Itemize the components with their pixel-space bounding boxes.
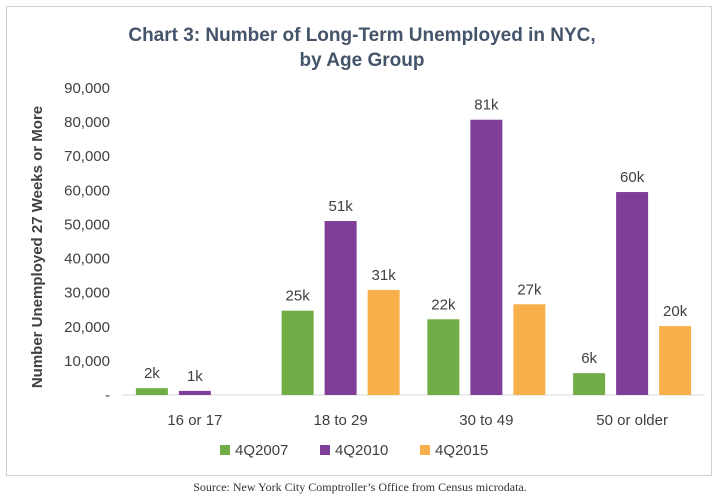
y-tick-label: 30,000	[64, 285, 110, 302]
data-labels: 2k 1k 25k 51k 31k 22k 81k 27k 6k 60k 20k	[144, 97, 688, 385]
bar-4Q2010-0	[178, 390, 211, 395]
y-tick-label: 70,000	[64, 148, 110, 165]
y-tick-label: -	[105, 387, 110, 404]
y-tick-label: 20,000	[64, 319, 110, 336]
bars	[135, 119, 692, 396]
y-tick-label: 10,000	[64, 353, 110, 370]
legend-swatch	[220, 445, 230, 455]
data-label: 31k	[372, 267, 397, 284]
data-label: 1k	[187, 368, 203, 385]
y-tick-label: 50,000	[64, 216, 110, 233]
legend-label: 4Q2015	[435, 442, 488, 459]
data-label: 22k	[431, 296, 456, 313]
data-label: 27k	[517, 281, 542, 298]
bar-chart: Chart 3: Number of Long-Term Unemployed …	[29, 25, 705, 459]
y-tick-label: 60,000	[64, 182, 110, 199]
category-label: 18 to 29	[314, 412, 368, 429]
data-label: 6k	[581, 350, 597, 367]
data-label: 51k	[329, 198, 354, 215]
bar-4Q2015-2	[513, 304, 546, 395]
category-labels: 16 or 17 18 to 29 30 to 49 50 or older	[167, 412, 668, 429]
category-label: 50 or older	[596, 412, 668, 429]
chart-title-line-2: by Age Group	[300, 50, 425, 71]
category-label: 16 or 17	[167, 412, 222, 429]
category-label: 30 to 49	[459, 412, 513, 429]
data-label: 81k	[474, 97, 499, 114]
legend-label: 4Q2010	[335, 442, 388, 459]
bar-4Q2015-1	[367, 289, 400, 395]
bar-4Q2007-1	[281, 310, 314, 395]
y-tick-label: 80,000	[64, 114, 110, 131]
bar-4Q2010-2	[470, 119, 503, 396]
bar-4Q2015-3	[659, 326, 692, 395]
bar-4Q2010-1	[324, 221, 357, 395]
bar-4Q2007-3	[573, 373, 606, 395]
legend-swatch	[420, 445, 430, 455]
data-label: 60k	[620, 169, 645, 186]
legend-swatch	[320, 445, 330, 455]
y-axis-ticks: - 10,000 20,000 30,000 40,000 50,000 60,000 70,…	[64, 80, 110, 404]
legend: 4Q2007 4Q2010 4Q2015	[220, 442, 488, 459]
legend-label: 4Q2007	[235, 442, 288, 459]
data-label: 20k	[663, 303, 688, 320]
chart-frame	[6, 6, 712, 476]
data-label: 2k	[144, 365, 160, 382]
y-tick-label: 40,000	[64, 251, 110, 268]
data-label: 25k	[286, 288, 311, 305]
y-axis-title: Number Unemployed 27 Weeks or More	[29, 106, 46, 388]
bar-4Q2007-2	[427, 319, 460, 395]
bar-4Q2010-3	[616, 192, 649, 395]
y-tick-label: 90,000	[64, 80, 110, 97]
bar-4Q2007-0	[135, 388, 168, 395]
chart-title-line-1: Chart 3: Number of Long-Term Unemployed …	[128, 25, 595, 46]
source-note: Source: New York City Comptroller’s Offi…	[193, 480, 527, 494]
